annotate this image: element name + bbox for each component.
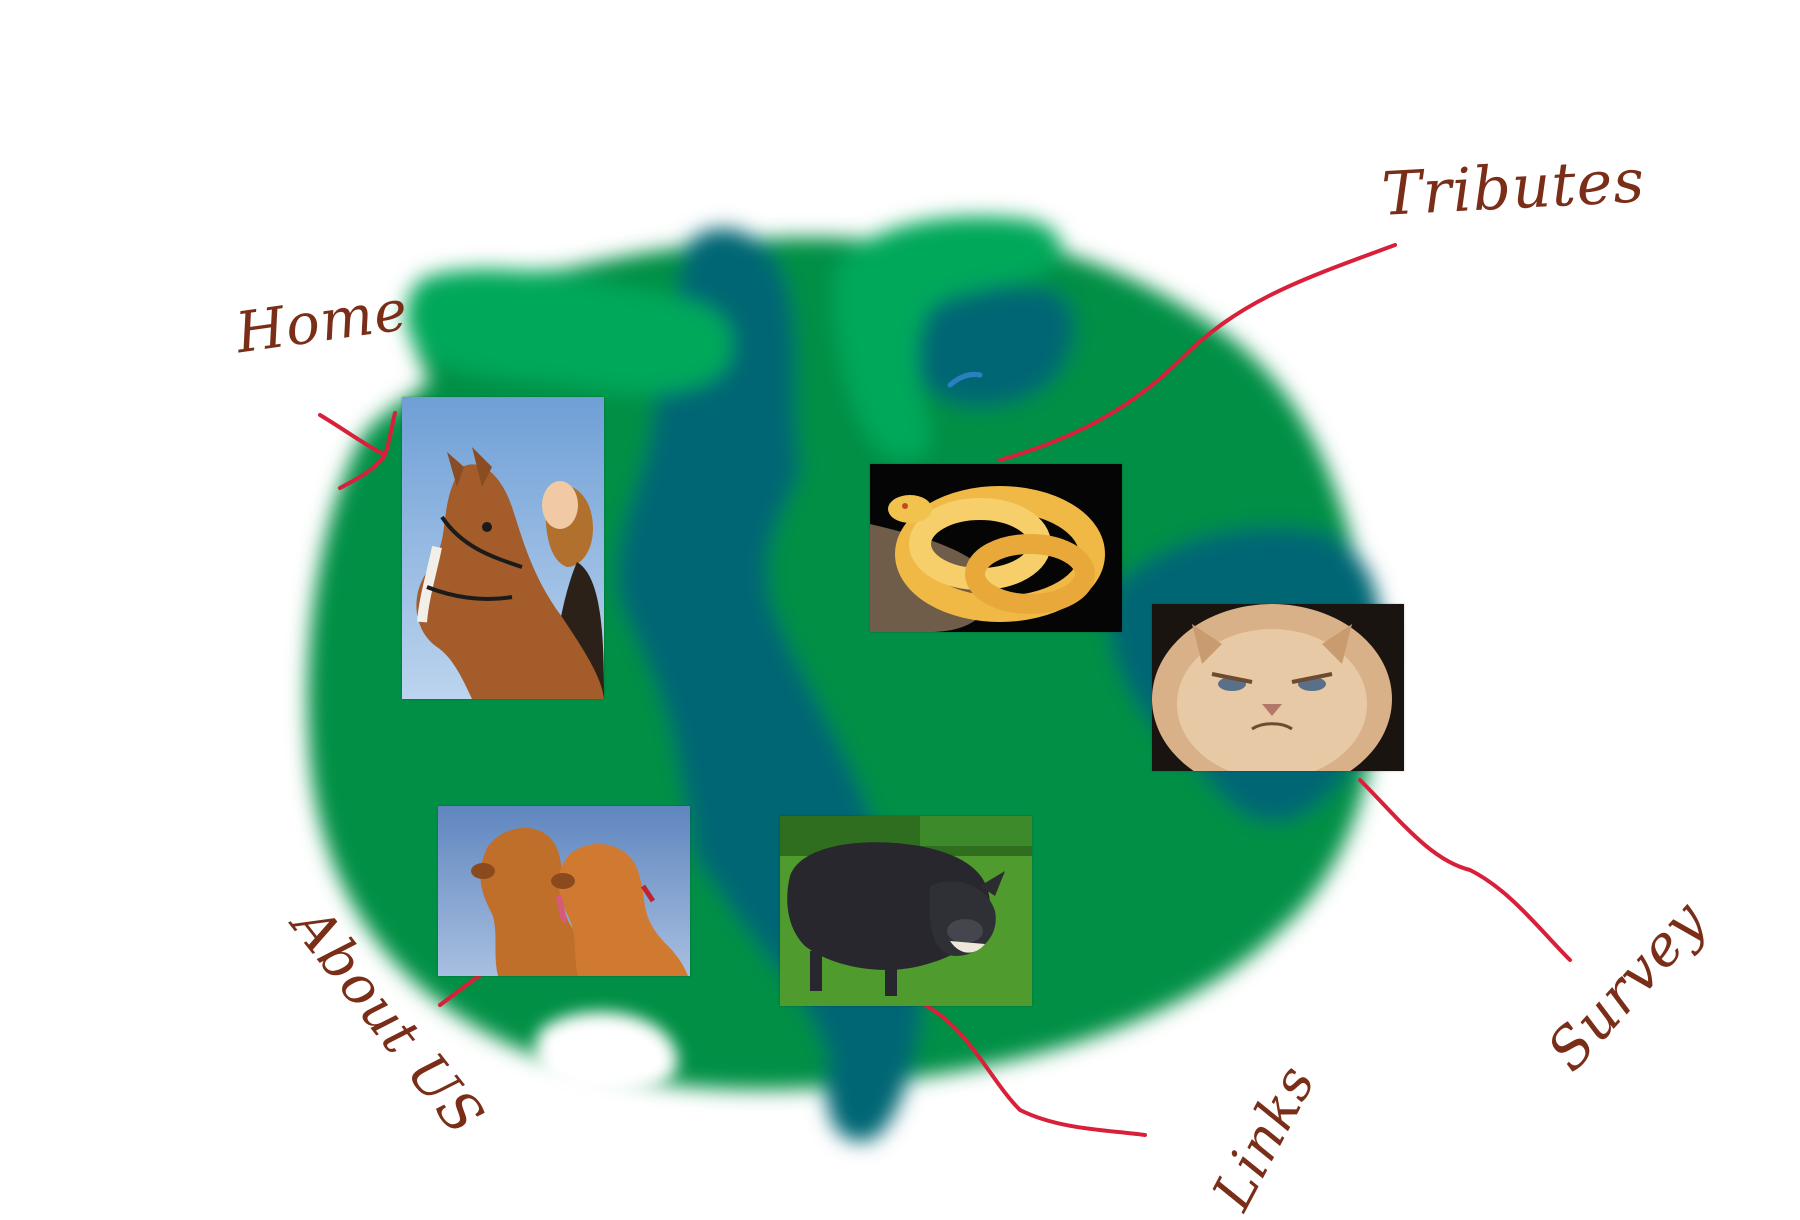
dogs-photo[interactable]	[438, 806, 690, 976]
horse-photo[interactable]	[402, 397, 604, 699]
python-photo[interactable]	[870, 464, 1122, 632]
land-ridge-north	[406, 269, 733, 394]
cat-photo[interactable]	[1152, 604, 1404, 771]
water-west-spot	[690, 810, 803, 900]
river-mark	[947, 372, 983, 388]
nav-tributes-link[interactable]: Tributes	[1380, 146, 1647, 230]
cloud-patch	[535, 1011, 678, 1096]
pig-photo[interactable]	[780, 816, 1032, 1006]
